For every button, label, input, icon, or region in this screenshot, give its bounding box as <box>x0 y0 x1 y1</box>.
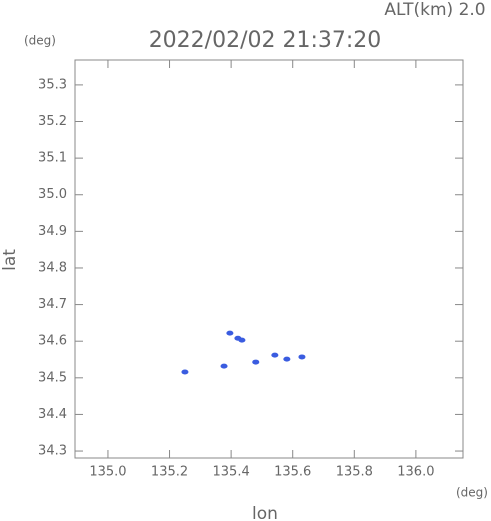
chart-title: 2022/02/02 21:37:20 <box>149 28 382 53</box>
y-unit: (deg) <box>24 34 56 48</box>
echo-point <box>181 369 189 375</box>
echo-point <box>271 352 279 358</box>
x-tick-label: 135.6 <box>274 465 311 480</box>
echo-point <box>226 330 234 336</box>
x-axis-label: lon <box>252 504 278 521</box>
y-axis-label: lat <box>0 249 20 271</box>
y-tick-label: 34.7 <box>38 297 67 312</box>
y-tick-label: 35.0 <box>38 187 67 202</box>
x-unit: (deg) <box>456 486 488 500</box>
y-tick-label: 34.8 <box>38 260 67 275</box>
echo-point <box>283 356 291 362</box>
y-tick-label: 35.3 <box>38 77 67 92</box>
y-tick-label: 34.6 <box>38 334 67 349</box>
y-tick-label: 34.3 <box>38 444 67 459</box>
plot-frame <box>74 59 464 459</box>
altitude-label: ALT(km) 2.0 <box>384 0 485 20</box>
echo-point <box>298 354 306 360</box>
echo-point <box>220 363 228 369</box>
x-tick-label: 135.0 <box>89 465 126 480</box>
y-tick-label: 35.1 <box>38 151 67 166</box>
echo-point <box>252 359 260 365</box>
x-tick-label: 135.2 <box>151 465 188 480</box>
x-tick-label: 135.8 <box>336 465 373 480</box>
echo-point <box>234 335 242 341</box>
y-tick-label: 34.9 <box>38 224 67 239</box>
y-tick-label: 34.5 <box>38 370 67 385</box>
x-tick-label: 135.4 <box>213 465 250 480</box>
y-tick-label: 34.4 <box>38 407 67 422</box>
x-tick-label: 136.0 <box>397 465 434 480</box>
y-tick-label: 35.2 <box>38 114 67 129</box>
